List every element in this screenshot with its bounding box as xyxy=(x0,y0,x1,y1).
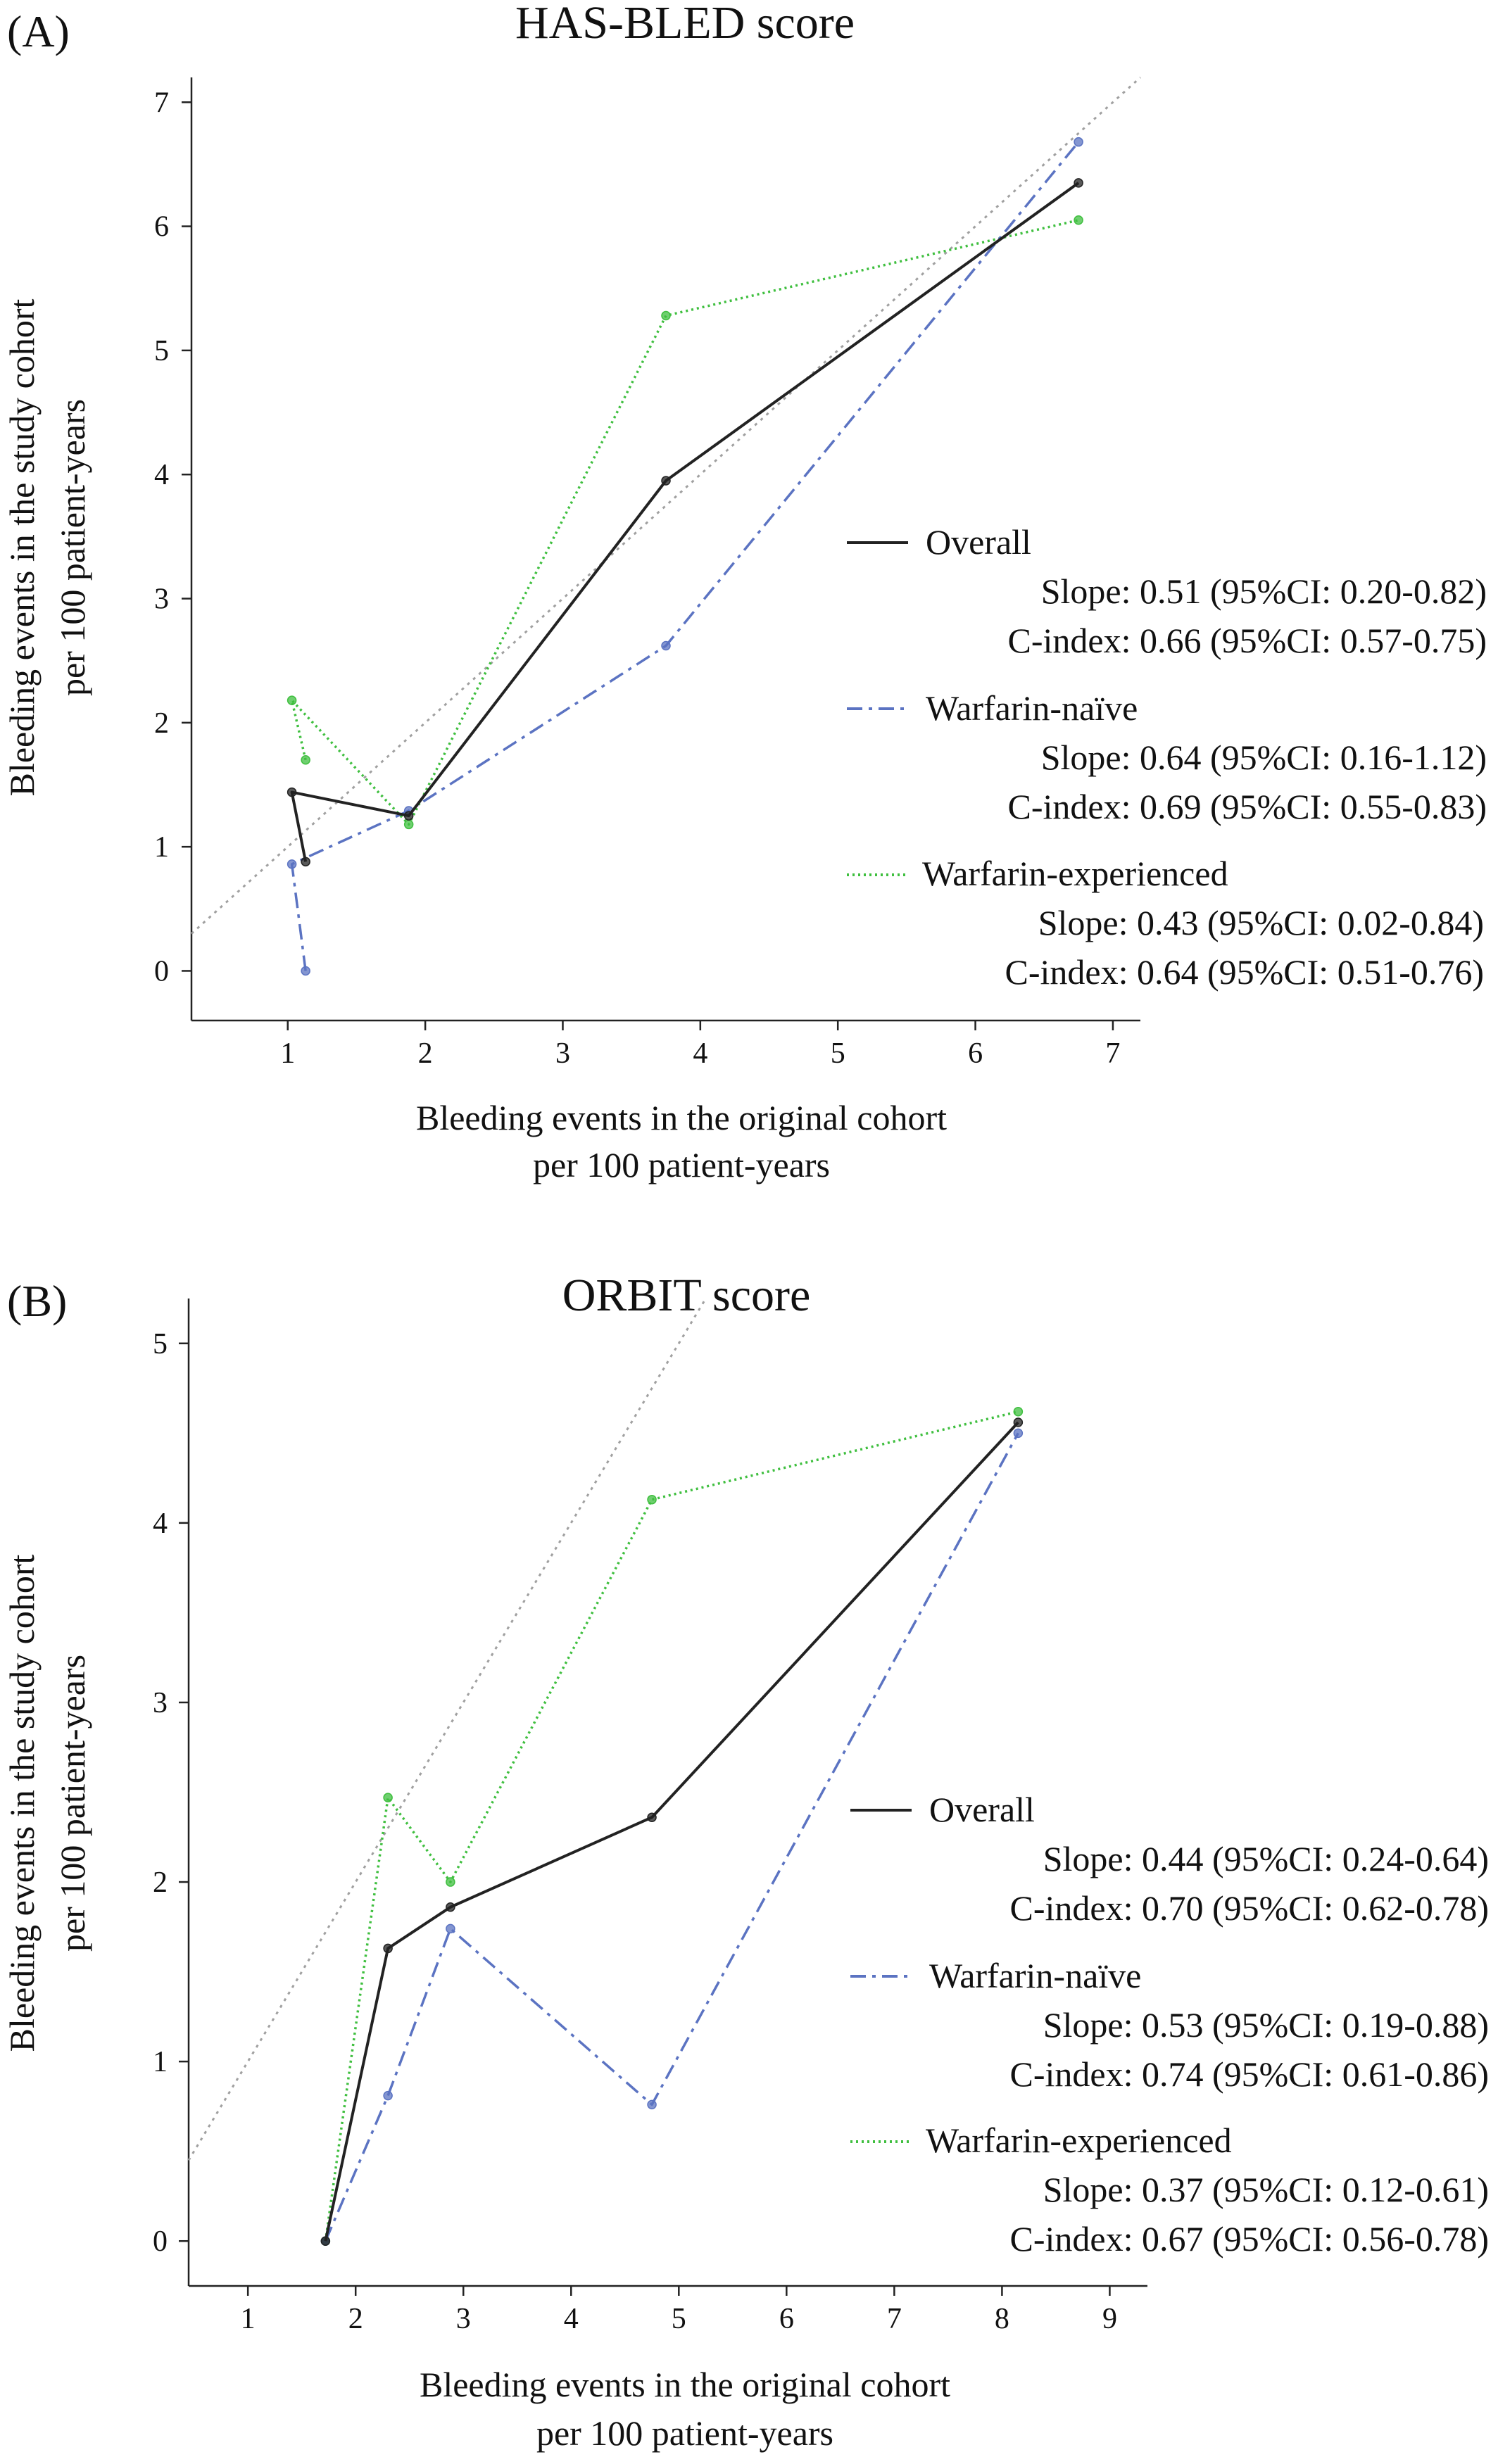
legend-slope-overall: Slope: 0.51 (95%CI: 0.20-0.82) xyxy=(1041,571,1487,611)
data-point-naive xyxy=(1013,1428,1024,1439)
x-tick-label: 5 xyxy=(831,1037,845,1070)
x-tick-label: 4 xyxy=(693,1037,707,1070)
panel-letter: (B) xyxy=(7,1276,67,1326)
data-point-naive xyxy=(287,859,297,869)
plot-area: 1 2 3 4 5 6 7 8 9 0 1 2 3 4 5 xyxy=(153,1298,1147,2335)
y-tick-label: 0 xyxy=(154,955,169,987)
panel-letter: (A) xyxy=(7,6,70,56)
y-axis-title-line-2: per 100 patient-years xyxy=(53,399,92,696)
x-tick-label: 1 xyxy=(241,2303,256,2335)
legend-slope-naive: Slope: 0.53 (95%CI: 0.19-0.88) xyxy=(1043,2005,1489,2045)
data-point-overall xyxy=(403,811,414,821)
reference-line xyxy=(187,1298,707,2161)
x-axis-title-line-1: Bleeding events in the original cohort xyxy=(420,2365,950,2404)
y-tick-label: 3 xyxy=(154,583,169,616)
panel-b: (B) ORBIT score Bleeding events in the s… xyxy=(2,1270,1489,2453)
data-point-overall xyxy=(661,476,671,486)
data-point-naive xyxy=(661,640,671,651)
legend-cindex-naive: C-index: 0.74 (95%CI: 0.61-0.86) xyxy=(1010,2054,1489,2094)
legend: Overall Slope: 0.44 (95%CI: 0.24-0.64) C… xyxy=(850,1790,1489,2258)
legend-cindex-experienced: C-index: 0.67 (95%CI: 0.56-0.78) xyxy=(1010,2219,1489,2258)
data-point-experienced xyxy=(403,819,414,830)
x-tick-label: 7 xyxy=(887,2303,902,2335)
legend-name-overall: Overall xyxy=(929,1790,1035,1829)
legend-cindex-experienced: C-index: 0.64 (95%CI: 0.51-0.76) xyxy=(1005,952,1484,992)
x-axis-title-line-2: per 100 patient-years xyxy=(536,2413,833,2453)
x-tick-label: 8 xyxy=(995,2303,1009,2335)
legend-name-naive: Warfarin-naïve xyxy=(929,1956,1141,1995)
data-point-overall xyxy=(320,2236,331,2246)
y-tick-label: 6 xyxy=(154,211,169,244)
y-axis-title-line-1: Bleeding events in the study cohort xyxy=(2,298,42,796)
data-point-overall xyxy=(1074,178,1083,188)
series-line-overall xyxy=(324,1421,1019,2242)
y-tick-label: 1 xyxy=(153,2046,168,2078)
y-tick-label: 5 xyxy=(154,335,169,367)
y-tick-label: 2 xyxy=(154,707,169,740)
x-tick-label: 1 xyxy=(280,1037,295,1070)
panel-a: (A) HAS-BLED score Bleeding events in th… xyxy=(2,0,1487,1184)
x-axis-title-line-1: Bleeding events in the original cohort xyxy=(416,1098,947,1137)
legend-name-experienced: Warfarin-experienced xyxy=(922,854,1228,893)
y-axis-title-line-1: Bleeding events in the study cohort xyxy=(2,1554,42,2052)
y-tick-label: 0 xyxy=(153,2225,168,2258)
legend-cindex-overall: C-index: 0.66 (95%CI: 0.57-0.75) xyxy=(1008,621,1487,660)
data-point-overall xyxy=(1013,1417,1024,1427)
data-point-naive xyxy=(1074,137,1083,147)
data-point-naive xyxy=(301,966,310,976)
data-point-experienced xyxy=(446,1877,455,1887)
data-point-overall xyxy=(383,1943,393,1954)
x-tick-label: 3 xyxy=(456,2303,471,2335)
x-tick-label: 4 xyxy=(564,2303,579,2335)
legend-cindex-naive: C-index: 0.69 (95%CI: 0.55-0.83) xyxy=(1008,787,1487,826)
y-axis-title-line-2: per 100 patient-years xyxy=(53,1655,92,1952)
data-point-experienced xyxy=(383,1793,393,1802)
x-tick-label: 2 xyxy=(418,1037,433,1070)
data-point-naive xyxy=(647,2099,657,2110)
reference-line xyxy=(190,76,1142,935)
chart-title: HAS-BLED score xyxy=(515,0,855,49)
legend-name-naive: Warfarin-naïve xyxy=(926,688,1138,728)
legend-name-overall: Overall xyxy=(926,522,1031,562)
y-tick-label: 7 xyxy=(154,87,169,119)
x-tick-label: 6 xyxy=(779,2303,794,2335)
x-axis-title-line-2: per 100 patient-years xyxy=(533,1145,830,1184)
data-point-overall xyxy=(446,1902,455,1912)
data-point-experienced xyxy=(661,310,671,321)
y-tick-label: 4 xyxy=(154,459,169,491)
data-point-naive xyxy=(383,2090,393,2101)
plot-area: 1 2 3 4 5 6 7 0 1 2 3 4 5 6 7 xyxy=(154,76,1142,1070)
data-point-experienced xyxy=(287,695,297,705)
data-point-experienced xyxy=(1074,215,1083,225)
legend-cindex-overall: C-index: 0.70 (95%CI: 0.62-0.78) xyxy=(1010,1888,1489,1928)
data-point-naive xyxy=(446,1923,455,1934)
legend-slope-overall: Slope: 0.44 (95%CI: 0.24-0.64) xyxy=(1043,1839,1489,1878)
x-tick-label: 5 xyxy=(672,2303,686,2335)
legend-slope-experienced: Slope: 0.43 (95%CI: 0.02-0.84) xyxy=(1038,903,1484,942)
y-tick-label: 3 xyxy=(153,1687,168,1719)
series-line-naive xyxy=(324,1432,1019,2242)
legend-name-experienced: Warfarin-experienced xyxy=(926,2121,1232,2160)
y-tick-label: 1 xyxy=(154,831,169,864)
chart-title: ORBIT score xyxy=(562,1270,811,1321)
y-tick-label: 4 xyxy=(153,1508,168,1540)
legend-slope-naive: Slope: 0.64 (95%CI: 0.16-1.12) xyxy=(1041,738,1487,777)
x-tick-label: 3 xyxy=(555,1037,570,1070)
x-tick-label: 2 xyxy=(348,2303,363,2335)
data-point-overall xyxy=(287,787,297,797)
data-point-experienced xyxy=(647,1494,657,1505)
y-tick-label: 2 xyxy=(153,1866,168,1899)
y-tick-label: 5 xyxy=(153,1328,168,1360)
legend: Overall Slope: 0.51 (95%CI: 0.20-0.82) C… xyxy=(847,522,1487,992)
data-point-overall xyxy=(647,1812,657,1822)
legend-slope-experienced: Slope: 0.37 (95%CI: 0.12-0.61) xyxy=(1043,2170,1489,2209)
x-tick-label: 7 xyxy=(1105,1037,1120,1070)
data-point-overall xyxy=(301,857,310,867)
x-tick-label: 9 xyxy=(1102,2303,1117,2335)
data-point-experienced xyxy=(1013,1406,1024,1417)
x-tick-label: 6 xyxy=(968,1037,983,1070)
data-point-experienced xyxy=(301,754,310,765)
